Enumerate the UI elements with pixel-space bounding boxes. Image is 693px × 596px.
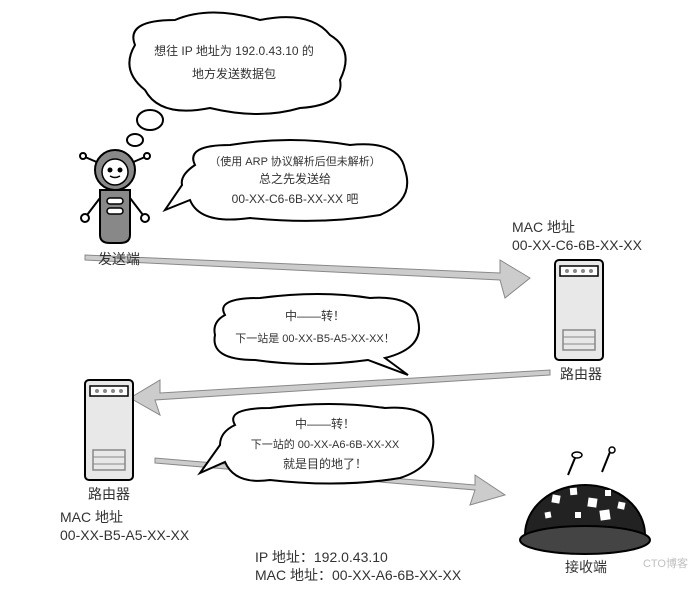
router1-name: 路由器	[560, 365, 602, 383]
receiver-ip-label: IP 地址：	[255, 549, 314, 565]
router2-name: 路由器	[88, 485, 130, 503]
receiver-ip-value: 192.0.43.10	[314, 549, 388, 565]
receiver-mac-label: MAC 地址：	[255, 567, 332, 583]
receiver-ip-row: IP 地址：192.0.43.10	[255, 548, 388, 566]
svg-text:下一站是 00-XX-B5-A5-XX-XX！: 下一站是 00-XX-B5-A5-XX-XX！	[235, 331, 395, 345]
router1-mac-value: 00-XX-C6-6B-XX-XX	[512, 236, 642, 254]
svg-text:地方发送数据包: 地方发送数据包	[192, 66, 276, 81]
router2-mac-value: 00-XX-B5-A5-XX-XX	[60, 526, 189, 544]
receiver-mac-value: 00-XX-A6-6B-XX-XX	[332, 567, 461, 583]
svg-text:（使用 ARP 协议解析后但未解析）: （使用 ARP 协议解析后但未解析）	[209, 154, 381, 168]
arrow-1	[85, 255, 530, 298]
speech-bubble-2: 中——转！ 下一站是 00-XX-B5-A5-XX-XX！	[214, 294, 419, 375]
speech-bubble-3: 中——转！ 下一站的 00-XX-A6-6B-XX-XX 就是目的地了！	[200, 404, 433, 484]
receiver-dome	[520, 447, 650, 554]
svg-text:想往 IP 地址为 192.0.43.10 的: 想往 IP 地址为 192.0.43.10 的	[154, 43, 314, 58]
svg-text:下一站的 00-XX-A6-6B-XX-XX: 下一站的 00-XX-A6-6B-XX-XX	[251, 437, 400, 451]
sender-robot	[80, 150, 150, 243]
svg-text:中——转！: 中——转！	[285, 308, 345, 323]
receiver-label: 接收端	[565, 558, 607, 576]
receiver-mac-row: MAC 地址：00-XX-A6-6B-XX-XX	[255, 566, 461, 584]
watermark: CTO博客	[643, 555, 688, 571]
svg-text:中——转！: 中——转！	[295, 416, 355, 431]
network-diagram: 想往 IP 地址为 192.0.43.10 的 地方发送数据包 （使用 ARP …	[0, 0, 693, 596]
svg-text:总之先发送给: 总之先发送给	[259, 171, 331, 186]
router1-mac-title: MAC 地址	[512, 218, 575, 236]
thought-bubble: 想往 IP 地址为 192.0.43.10 的 地方发送数据包	[127, 13, 346, 147]
svg-text:就是目的地了！: 就是目的地了！	[283, 456, 367, 471]
router2-mac-title: MAC 地址	[60, 508, 123, 526]
svg-text:00-XX-C6-6B-XX-XX 吧: 00-XX-C6-6B-XX-XX 吧	[232, 192, 359, 206]
router-2	[85, 380, 133, 480]
router-1	[555, 260, 603, 360]
speech-bubble-1: （使用 ARP 协议解析后但未解析） 总之先发送给 00-XX-C6-6B-XX…	[165, 140, 407, 221]
sender-label: 发送端	[98, 250, 140, 268]
